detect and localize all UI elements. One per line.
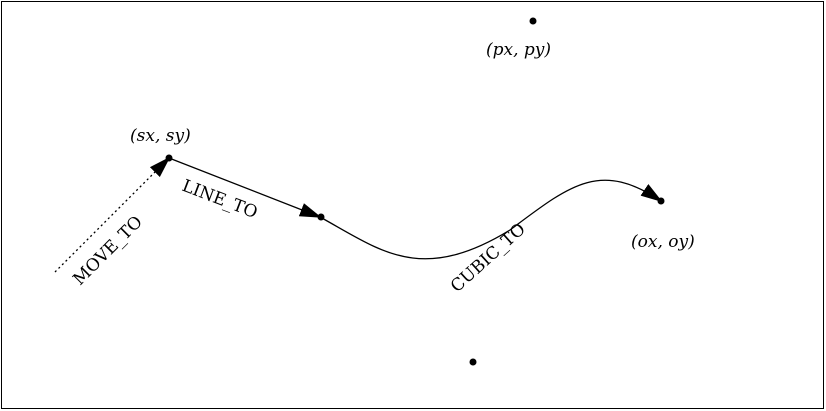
line-to-segment	[168, 157, 322, 218]
end-point-label: (ox, oy)	[631, 232, 695, 252]
cubic-to-curve	[319, 179, 663, 260]
line-to-label: LINE_TO	[179, 176, 260, 223]
control-point-label: (px, py)	[486, 40, 551, 60]
control-point-top-dot	[529, 17, 537, 25]
start-point-label: (sx, sy)	[130, 126, 191, 146]
line-end-dot	[317, 213, 325, 221]
move-to-segment	[54, 156, 171, 273]
cubic-to-label: CUBIC_TO	[447, 219, 530, 296]
start-point-dot	[165, 154, 173, 162]
control-point-bottom-dot	[469, 358, 477, 366]
move-to-label: MOVE_TO	[69, 212, 146, 289]
end-point-dot	[657, 197, 665, 205]
